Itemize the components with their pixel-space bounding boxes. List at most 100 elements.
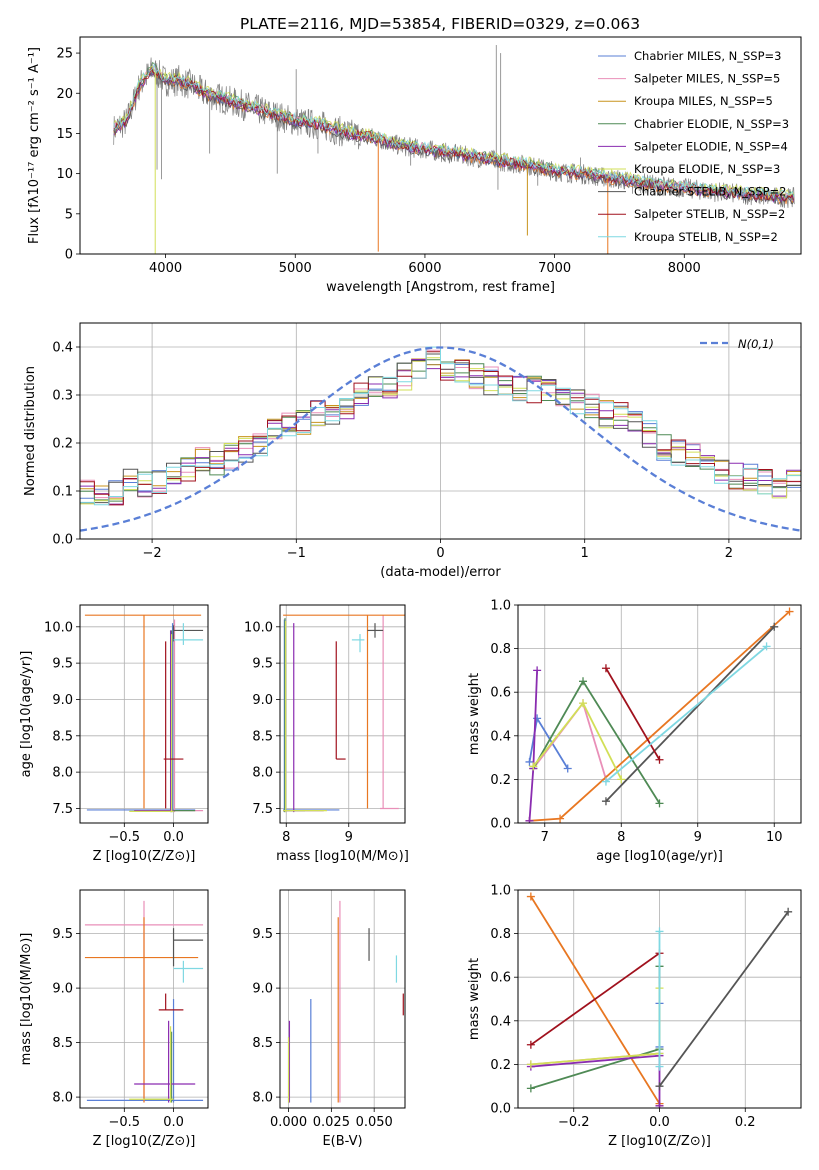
marker-kroupa_elodie <box>579 699 588 708</box>
model-spectrum-salpeter_stelib <box>113 66 795 202</box>
errorbar-salpeter_miles <box>380 615 399 810</box>
y-tick-label: 0.0 <box>490 1102 511 1117</box>
y-tick-label: 10.0 <box>44 620 73 635</box>
y-tick-label: 0.8 <box>490 927 511 942</box>
x-tick-label: 8 <box>282 830 290 845</box>
mass_vs_ebv-plot-area <box>287 900 404 1103</box>
marker-chabrier_stelib <box>655 1082 664 1091</box>
legend-label-chabrier_stelib: Chabrier STELIB, N_SSP=2 <box>634 185 786 199</box>
x-tick-label: 0 <box>436 546 444 561</box>
x-tick-label: −1 <box>287 546 306 561</box>
mass-weight-line-chabrier_elodie <box>530 966 661 1090</box>
massweight_vs_Z-plot-area <box>526 892 793 1108</box>
errorbar-chabrier_elodie <box>139 630 196 813</box>
model-spectrum-salpeter_elodie <box>113 68 795 203</box>
y-tick-label: 7.5 <box>252 802 273 817</box>
x-tick-label: 0.050 <box>356 1115 393 1130</box>
x-tick-label: −0.2 <box>558 1115 590 1130</box>
age_vs_mass-axes: 8 9 7.5 8.0 8.5 9.0 9.5 10.0 mass [log10(M/M⊙)] <box>244 604 409 864</box>
x-tick-label: 8000 <box>668 261 701 276</box>
x-axis-label: mass [log10(M/M⊙)] <box>276 849 409 864</box>
y-tick-label: 0.3 <box>52 389 73 404</box>
y-tick-label: 0 <box>65 248 73 263</box>
y-tick-label: 8.5 <box>252 1036 273 1051</box>
errorbar-salpeter_stelib <box>335 641 346 760</box>
x-tick-label: 5000 <box>279 261 312 276</box>
marker-kroupa_stelib <box>762 642 771 651</box>
legend-label-kroupa_miles: Kroupa MILES, N_SSP=5 <box>634 94 773 108</box>
y-tick-label: 25 <box>56 47 73 62</box>
x-tick-label: −0.5 <box>109 1115 141 1130</box>
y-tick-label: 15 <box>56 127 73 142</box>
y-tick-label: 8.0 <box>252 1091 273 1106</box>
histogram-salpeter_stelib <box>80 351 801 506</box>
y-tick-label: 8.5 <box>52 729 73 744</box>
axes-frame <box>279 604 406 824</box>
y-tick-label: 1.0 <box>490 884 511 899</box>
y-axis-label: mass [log10(M/M⊙)] <box>19 933 34 1066</box>
massweight_vs_age-plot-area <box>525 607 794 823</box>
x-axis-label: age [log10(age/yr)] <box>596 849 723 864</box>
errorbar-kroupa_miles <box>84 917 199 1103</box>
legend-label-salpeter_elodie: Salpeter ELODIE, N_SSP=4 <box>634 139 788 153</box>
errorbar-salpeter_elodie <box>134 630 174 813</box>
y-tick-label: 0.4 <box>490 729 511 744</box>
residuals-legend: N(0,1) <box>700 337 774 351</box>
mass-weight-line-kroupa_miles <box>529 610 791 822</box>
x-axis-label: Z [log10(Z/Z⊙)] <box>93 1134 196 1149</box>
axes-frame <box>79 36 802 255</box>
mass-weight-line-salpeter_stelib <box>605 667 661 761</box>
errorbar-chabrier_stelib <box>172 625 204 642</box>
y-axis-label: age [log10(age/yr)] <box>19 651 34 778</box>
errorbar-kroupa_elodie <box>129 1026 174 1103</box>
errorbar-salpeter_elodie <box>283 623 324 813</box>
mass-weight-line-kroupa_miles <box>530 896 661 1106</box>
errorbar-kroupa_stelib <box>173 960 204 983</box>
errorbar-chabrier_stelib <box>172 928 204 967</box>
y-tick-label: 0.4 <box>52 341 73 356</box>
marker-chabrier_miles <box>525 757 534 766</box>
model-spectrum-kroupa_elodie <box>113 66 795 198</box>
errorbar-kroupa_elodie <box>283 620 327 813</box>
y-tick-label: 9.5 <box>52 927 73 942</box>
age_vs_mass-plot-area <box>283 614 405 813</box>
x-tick-label: 0.0 <box>649 1115 670 1130</box>
figure-title: PLATE=2116, MJD=53854, FIBERID=0329, z=0… <box>240 15 640 33</box>
x-tick-label: −0.5 <box>109 830 141 845</box>
y-tick-label: 0.4 <box>490 1014 511 1029</box>
marker-kroupa_elodie <box>529 762 538 771</box>
marker-kroupa_miles <box>785 607 794 616</box>
marker-kroupa_stelib <box>655 927 664 936</box>
y-tick-label: 9.0 <box>252 693 273 708</box>
marker-kroupa_miles <box>556 814 565 823</box>
massweight_vs_Z-axes: −0.2 0.0 0.2 0.0 0.2 0.4 0.6 0.8 1.0 Z [log10(Z/Z… <box>467 884 802 1149</box>
errorbar-kroupa_miles <box>283 614 405 809</box>
errorbar-chabrier_miles <box>86 999 204 1103</box>
x-tick-label: 9 <box>694 830 702 845</box>
y-tick-label: 8.5 <box>252 729 273 744</box>
legend-label-salpeter_miles: Salpeter MILES, N_SSP=5 <box>634 72 780 86</box>
massweight_vs_age-grid <box>518 604 801 824</box>
y-tick-label: 0.6 <box>490 686 511 701</box>
legend-label-normal: N(0,1) <box>738 337 774 351</box>
mass-weight-line-chabrier_stelib <box>658 911 789 1087</box>
marker-chabrier_miles <box>563 764 572 773</box>
errorbar-chabrier_stelib <box>367 623 384 638</box>
errorbar-chabrier_miles <box>86 623 196 813</box>
axes-frame <box>517 889 802 1109</box>
mass-weight-line-salpeter_elodie <box>528 670 538 821</box>
mass-weight-line-chabrier_stelib <box>605 626 775 802</box>
legend-label-chabrier_elodie: Chabrier ELODIE, N_SSP=3 <box>634 117 789 131</box>
y-tick-label: 0.2 <box>490 773 511 788</box>
marker-kroupa_stelib <box>601 777 610 786</box>
y-tick-label: 10 <box>56 167 73 182</box>
errorbar-kroupa_elodie <box>129 634 174 813</box>
x-axis-label: wavelength [Angstrom, rest frame] <box>326 280 555 295</box>
marker-salpeter_stelib <box>655 755 664 764</box>
y-tick-label: 9.5 <box>252 657 273 672</box>
age_vs_mass-grid <box>280 605 405 823</box>
mass_vs_ebv-axes: 0.000 0.025 0.050 8.0 8.5 9.0 9.5 E(B-V) <box>252 889 406 1149</box>
marker-chabrier_elodie <box>526 1084 535 1093</box>
y-tick-label: 10.0 <box>244 620 273 635</box>
